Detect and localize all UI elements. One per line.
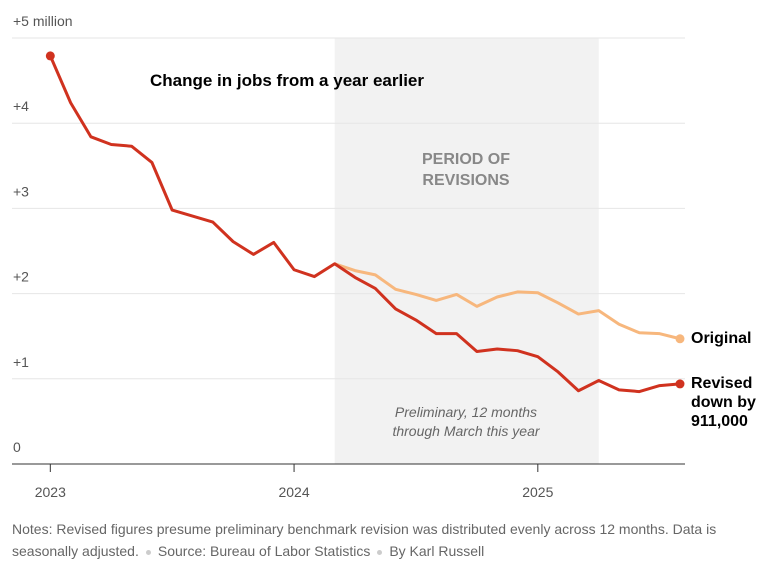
- end-point: [675, 379, 685, 389]
- x-tick-label: 2023: [35, 484, 66, 500]
- shaded-region: [334, 38, 599, 464]
- byline: By Karl Russell: [389, 543, 485, 559]
- separator: [145, 549, 151, 555]
- series-label: Revised down by 911,000: [691, 374, 756, 430]
- region-note: Preliminary, 12 months through March thi…: [392, 404, 540, 439]
- separator: [377, 549, 383, 555]
- y-tick-label: +2: [13, 269, 29, 285]
- chart-title: Change in jobs from a year earlier: [150, 71, 424, 90]
- y-tick-label: +4: [13, 98, 29, 114]
- y-tick-label: +3: [13, 183, 29, 199]
- notes: Notes: Revised figures presume prelimina…: [12, 521, 717, 559]
- series-line: [334, 262, 681, 341]
- y-tick-label: +1: [13, 354, 29, 370]
- y-tick-label: 0: [13, 439, 21, 455]
- region-label: PERIOD OF REVISIONS: [421, 151, 510, 189]
- series-label: Original: [691, 329, 752, 347]
- series-line: [48, 55, 681, 394]
- x-tick-label: 2025: [522, 484, 553, 500]
- footer: Notes: Revised figures presume prelimina…: [12, 518, 762, 562]
- source: Source: Bureau of Labor Statistics: [157, 543, 371, 559]
- end-point: [675, 334, 685, 344]
- y-tick-label: +5 million: [13, 13, 73, 29]
- x-tick-label: 2024: [278, 484, 309, 500]
- end-point: [45, 51, 55, 61]
